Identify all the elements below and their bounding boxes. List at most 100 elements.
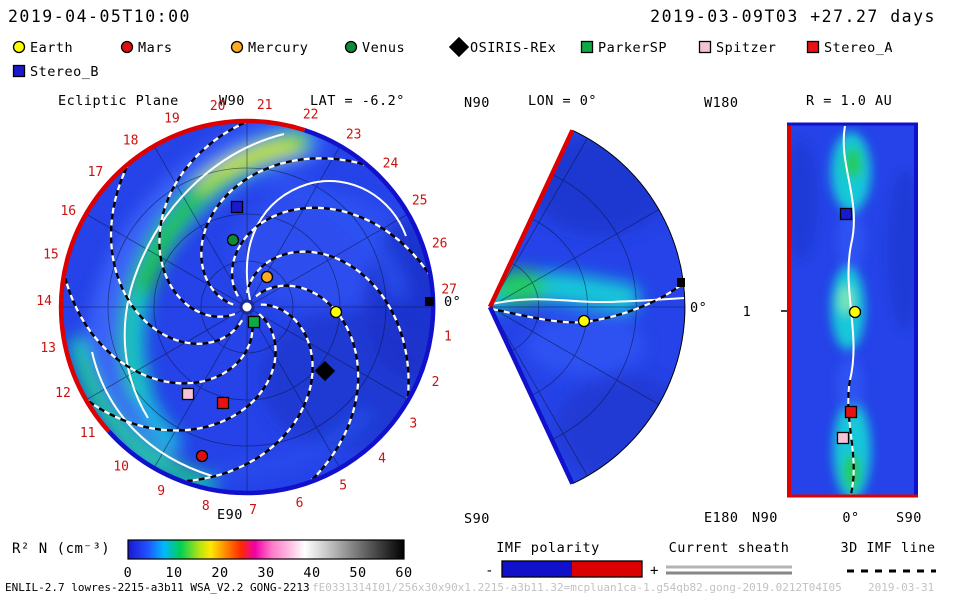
blob — [252, 168, 408, 300]
legend-label-earth: Earth — [30, 40, 73, 56]
imf-line — [230, 206, 432, 297]
polar-grid — [490, 137, 685, 477]
marker-stereo_a — [806, 40, 820, 54]
blob — [525, 315, 645, 375]
marker-mars — [120, 40, 134, 54]
imf-line — [158, 122, 249, 318]
meridional-body-markers — [577, 314, 591, 328]
colorbar-tick-60: 60 — [395, 565, 412, 581]
imf-line — [245, 250, 410, 402]
marker-venus — [226, 233, 240, 247]
day-tick-25: 25 — [412, 193, 428, 208]
colorbar-tick-40: 40 — [303, 565, 320, 581]
grid-line — [490, 306, 588, 477]
marker-spitzer — [181, 387, 195, 401]
current-sheet — [245, 180, 407, 301]
marker-stereo_a — [216, 396, 230, 410]
legend-item-parkersp: ParkerSP — [580, 40, 667, 56]
polarity-swatch-outline — [501, 560, 643, 578]
day-tick-3: 3 — [409, 416, 417, 431]
radial-heatmap — [790, 125, 915, 495]
blob — [219, 145, 291, 175]
blob — [887, 170, 915, 330]
imf-positive-edge — [487, 129, 575, 308]
marker-stereo_b — [12, 64, 26, 78]
radial-zero-label: 0° — [842, 510, 859, 526]
day-tick-6: 6 — [296, 496, 304, 511]
colorbar-tick-30: 30 — [257, 565, 274, 581]
blob — [843, 454, 861, 490]
marker-earth — [12, 40, 26, 54]
polarity-negative-swatch — [502, 561, 572, 577]
marker-earth — [848, 305, 862, 319]
marker-earth — [329, 305, 343, 319]
legend-item-mars: Mars — [120, 40, 173, 56]
radial-body-markers — [836, 207, 862, 445]
marker-stereo_b — [839, 207, 853, 221]
colorbar-gradient — [127, 539, 405, 560]
imf-line — [84, 313, 277, 432]
current-sheet — [123, 133, 285, 419]
colorbar: R² N (cm⁻³) 0 10 20 30 40 50 60 — [12, 539, 412, 581]
imf-positive-rim — [58, 118, 306, 433]
colorbar-tick-10: 10 — [165, 565, 182, 581]
legend-label-osiris_rex: OSIRIS-REx — [470, 40, 556, 56]
run-id-text: fE0331314I01/256x30x90x1.2215-a3b11.32=m… — [312, 581, 842, 594]
imf-line — [255, 284, 360, 484]
blob — [837, 210, 865, 270]
day-tick-8: 8 — [202, 499, 210, 514]
current-sheet — [842, 125, 855, 495]
marker-mercury — [230, 40, 244, 54]
day-tick-7: 7 — [249, 503, 257, 518]
marker-venus — [344, 40, 358, 54]
meridional-title: LON = 0° — [528, 93, 597, 109]
legend-item-stereo_a: Stereo_A — [806, 40, 893, 56]
marker-mercury — [260, 270, 274, 284]
model-version-text: ENLIL-2.7 lowres-2215-a3b11 WSA_V2.2 GON… — [5, 581, 310, 594]
day-tick-16: 16 — [60, 204, 76, 219]
grid-line — [490, 306, 660, 405]
minus-sign: - — [485, 563, 494, 579]
symbol-legends: IMF polarity - + Current sheath 3D IMF l… — [485, 540, 936, 579]
marker-spitzer — [698, 40, 712, 54]
day-tick-12: 12 — [55, 386, 71, 401]
legend-label-mars: Mars — [138, 40, 173, 56]
ecliptic-panel: Ecliptic Plane W90 LAT = -6.2° E90 0° — [36, 93, 461, 523]
zero-longitude-marker — [425, 297, 434, 306]
legend-label-mercury: Mercury — [248, 40, 308, 56]
grid-line — [490, 209, 660, 308]
imf-polarity-label: IMF polarity — [496, 540, 600, 556]
radial-panel: W180 R = 1.0 AU E180 N90 0° S90 1 — [704, 93, 921, 526]
marker-stereo_a — [844, 405, 858, 419]
imf-line — [200, 157, 368, 306]
polarity-positive-swatch — [572, 561, 642, 577]
current-datetime: 2019-04-05T10:00 — [8, 7, 191, 26]
legend-item-earth: Earth — [12, 40, 73, 56]
day-tick-23: 23 — [346, 127, 362, 142]
imf-line — [182, 303, 314, 483]
imf-negative-edge — [487, 306, 575, 485]
current-sheet — [491, 297, 685, 305]
imf-line — [109, 163, 244, 345]
grid-line — [490, 137, 588, 308]
imf-spiral-lines — [62, 122, 432, 484]
day-tick-10: 10 — [113, 459, 129, 474]
marker-earth — [577, 314, 591, 328]
wedge-arc — [572, 129, 686, 485]
imf-line-dash — [847, 379, 855, 495]
run-start-elapsed: 2019-03-09T03 +27.27 days — [650, 7, 936, 26]
marker-osiris_rex — [448, 36, 470, 58]
arc-projection-marker — [677, 278, 685, 287]
meridional-s90-label: S90 — [464, 511, 490, 527]
plus-sign: + — [650, 563, 659, 579]
day-tick-26: 26 — [432, 236, 448, 251]
ecliptic-zero-label: 0° — [444, 294, 461, 310]
legend-label-spitzer: Spitzer — [716, 40, 776, 56]
legend-label-stereo_b: Stereo_B — [30, 64, 99, 80]
day-tick-19: 19 — [164, 111, 180, 126]
legend-item-venus: Venus — [344, 40, 405, 56]
blob — [844, 147, 862, 179]
radial-title: R = 1.0 AU — [806, 93, 892, 109]
